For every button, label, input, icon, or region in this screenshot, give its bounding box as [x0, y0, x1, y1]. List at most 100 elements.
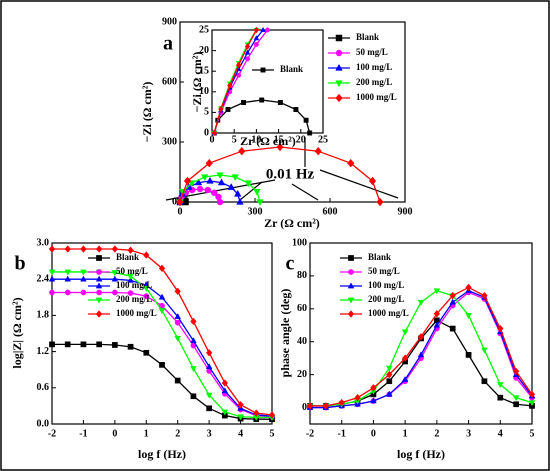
marker: [386, 390, 393, 397]
x-tick-label: 0: [112, 428, 117, 439]
legend-label: 1000 mg/L: [116, 308, 157, 318]
legend-label: 100 mg/L: [116, 280, 152, 290]
marker: [354, 393, 361, 402]
marker: [370, 384, 377, 392]
marker: [80, 289, 87, 296]
marker: [512, 367, 520, 376]
marker: [211, 189, 218, 197]
marker: [64, 341, 71, 348]
legend-label: 50 mg/L: [356, 47, 388, 57]
x-tick-label: 1: [403, 428, 408, 439]
marker: [158, 264, 166, 273]
marker: [253, 41, 259, 47]
marker: [176, 197, 184, 207]
legend-label: 100 mg/L: [368, 280, 404, 290]
marker: [201, 174, 209, 182]
legend-label: 200 mg/L: [356, 77, 392, 87]
marker: [216, 172, 224, 180]
marker: [481, 291, 488, 300]
marker: [236, 197, 244, 205]
y-tick-label: 0: [204, 127, 209, 138]
x-tick-label: 3: [466, 428, 471, 439]
marker: [194, 178, 203, 186]
marker: [303, 117, 309, 123]
marker: [174, 287, 181, 296]
marker: [96, 255, 102, 261]
marker: [238, 146, 246, 156]
marker: [417, 299, 425, 306]
marker: [253, 409, 260, 417]
marker: [205, 363, 213, 370]
marker: [205, 349, 213, 357]
marker: [204, 186, 211, 194]
marker: [335, 49, 343, 57]
y-tick-label: 40: [297, 336, 307, 347]
marker: [347, 297, 355, 304]
marker: [449, 291, 456, 300]
marker: [253, 26, 260, 34]
marker: [234, 189, 242, 197]
x-axis-label: log f (Hz): [397, 447, 445, 461]
marker: [159, 362, 165, 368]
y-tick-label: 5: [204, 107, 209, 118]
marker: [244, 43, 251, 50]
plot-frame: [51, 242, 273, 425]
x-tick-label: 2: [434, 428, 439, 439]
marker: [306, 402, 314, 410]
marker: [96, 289, 102, 296]
y-axis-label: −Zi (Ω cm²): [190, 52, 204, 113]
x-axis-label: Zr (Ω cm²): [264, 216, 320, 230]
y-tick-label: 1.2: [37, 346, 50, 357]
marker: [314, 146, 322, 156]
x-tick-label: 1: [144, 428, 149, 439]
marker: [256, 199, 264, 207]
panel-label: b: [14, 253, 25, 275]
marker: [227, 183, 235, 190]
y-tick-label: 900: [162, 16, 177, 27]
marker: [347, 310, 355, 318]
marker: [96, 341, 102, 348]
marker: [386, 378, 393, 385]
marker: [95, 282, 103, 289]
marker: [347, 158, 355, 168]
x-tick-label: 2: [175, 428, 180, 439]
marker: [417, 351, 425, 358]
marker: [80, 341, 87, 348]
marker: [64, 245, 71, 253]
marker: [48, 245, 56, 253]
marker: [241, 100, 246, 105]
marker: [244, 180, 252, 188]
marker: [206, 176, 214, 184]
marker: [277, 100, 283, 105]
marker: [237, 400, 244, 409]
x-tick-label: 600: [323, 206, 338, 217]
marker: [143, 285, 150, 292]
marker: [225, 107, 231, 112]
y-tick-label: 80: [297, 270, 307, 281]
x-tick-label: 25: [318, 134, 328, 145]
marker: [143, 251, 150, 259]
marker: [216, 198, 224, 206]
marker: [190, 393, 197, 400]
marker: [335, 80, 343, 88]
y-tick-label: 0: [172, 196, 177, 207]
panel-label: a: [163, 33, 173, 55]
marker: [433, 309, 441, 318]
marker: [143, 293, 150, 299]
y-tick-label: 20: [297, 369, 307, 380]
arrow: [291, 183, 319, 201]
x-tick-label: 300: [248, 206, 263, 217]
y-tick-label: 25: [199, 24, 209, 35]
marker: [190, 337, 197, 344]
x-tick-label: 0: [371, 428, 376, 439]
arrow: [239, 181, 263, 201]
marker: [307, 130, 313, 136]
x-tick-label: 15: [274, 134, 284, 145]
y-tick-label: 600: [162, 76, 177, 87]
series-line: [213, 29, 257, 134]
y-tick-label: 0.0: [37, 418, 50, 429]
marker: [335, 93, 343, 103]
x-tick-label: 4: [238, 428, 243, 439]
marker: [253, 188, 261, 196]
